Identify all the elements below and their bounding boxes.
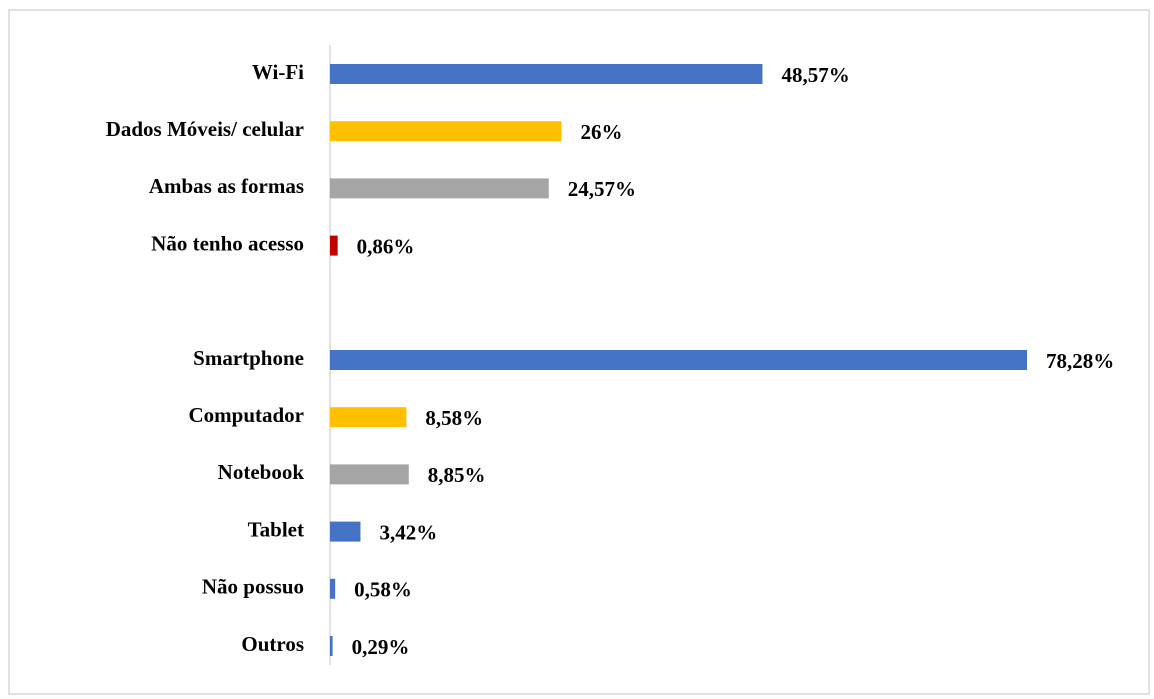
- y-tick-label: Tablet: [248, 517, 304, 541]
- data-label: 78,28%: [1046, 349, 1114, 373]
- bar: [330, 521, 361, 542]
- bar: [330, 350, 1027, 370]
- bar: [330, 636, 333, 656]
- y-tick-label: Não possuo: [202, 575, 304, 599]
- data-label: 3,42%: [379, 520, 437, 544]
- data-label: 24,57%: [568, 177, 636, 201]
- data-label: 8,85%: [428, 463, 486, 487]
- bar: [330, 121, 562, 142]
- bar: [330, 578, 336, 599]
- data-label: 0,86%: [357, 234, 415, 258]
- bar: [330, 407, 407, 428]
- bar: [330, 64, 763, 84]
- data-label: 48,57%: [781, 63, 849, 87]
- data-label: 8,58%: [425, 406, 483, 430]
- bar: [330, 178, 549, 199]
- y-tick-label: Não tenho acesso: [151, 231, 304, 255]
- y-tick-label: Smartphone: [193, 346, 304, 370]
- data-label: 0,58%: [354, 578, 412, 602]
- y-tick-label: Dados Móveis/ celular: [106, 117, 304, 141]
- bar: [330, 235, 338, 256]
- y-tick-label: Ambas as formas: [149, 174, 304, 198]
- y-tick-label: Wi-Fi: [252, 60, 304, 84]
- data-label: 26%: [581, 120, 623, 144]
- y-tick-label: Computador: [188, 403, 304, 427]
- y-tick-label: Outros: [241, 632, 304, 656]
- bar: [330, 464, 409, 485]
- y-tick-label: Notebook: [218, 460, 305, 484]
- data-label: 0,29%: [352, 635, 410, 659]
